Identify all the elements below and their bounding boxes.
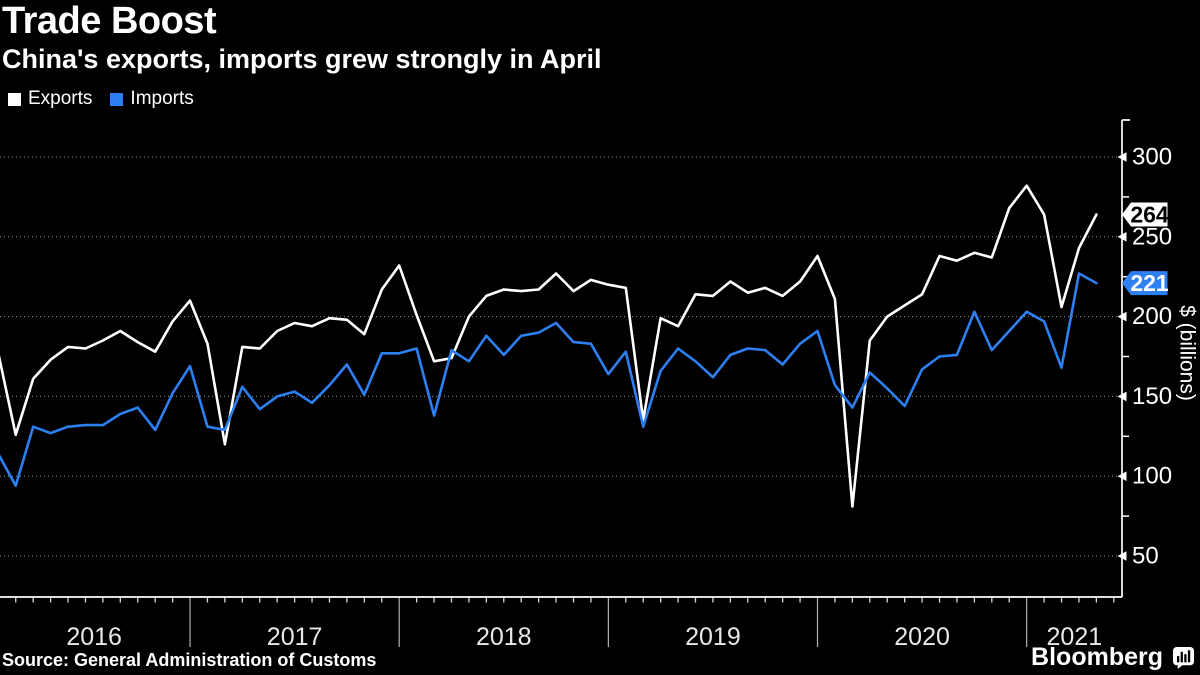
y-tick-label: 200	[1132, 303, 1172, 330]
y-tick-label: 300	[1132, 144, 1172, 171]
bloomberg-logo: Bloomberg	[1031, 643, 1195, 672]
y-axis-unit-label: $ (billions)	[1176, 305, 1199, 401]
y-major-tick	[1117, 471, 1127, 481]
value-tag-exports	[1122, 202, 1168, 227]
y-tick-label: 100	[1132, 463, 1172, 490]
legend-item-imports: Imports	[110, 88, 194, 110]
x-year-label: 2016	[66, 623, 122, 651]
y-major-tick	[1117, 551, 1127, 561]
y-tick-label: 150	[1132, 383, 1172, 410]
y-tick-label: 50	[1132, 543, 1159, 570]
value-tag-label-imports: 221	[1130, 270, 1169, 296]
chart-title: Trade Boost	[2, 0, 217, 42]
bloomberg-wordmark: Bloomberg	[1031, 643, 1163, 671]
legend-item-exports: Exports	[8, 88, 92, 110]
x-year-label: 2021	[1047, 623, 1103, 651]
y-major-tick	[1117, 311, 1127, 322]
y-major-tick	[1117, 152, 1127, 162]
x-year-label: 2017	[267, 623, 323, 651]
source-note: Source: General Administration of Custom…	[2, 650, 377, 670]
legend: Exports Imports	[8, 88, 194, 110]
imports-swatch	[110, 92, 124, 106]
y-major-tick	[1117, 391, 1127, 402]
x-year-label: 2020	[894, 623, 950, 651]
exports-line	[0, 184, 1098, 508]
x-year-label: 2018	[476, 623, 532, 651]
exports-swatch	[8, 92, 21, 106]
x-year-label: 2019	[685, 623, 741, 651]
chart-subtitle: China's exports, imports grew strongly i…	[2, 44, 602, 74]
bloomberg-chart-icon	[1172, 646, 1195, 669]
value-tag-imports	[1122, 271, 1168, 296]
exports-legend-label: Exports	[28, 88, 93, 109]
y-major-tick	[1117, 232, 1127, 242]
y-tick-label: 250	[1132, 223, 1172, 250]
imports-line	[0, 272, 1098, 488]
imports-legend-label: Imports	[130, 88, 194, 109]
value-tag-label-exports: 264	[1130, 201, 1169, 227]
